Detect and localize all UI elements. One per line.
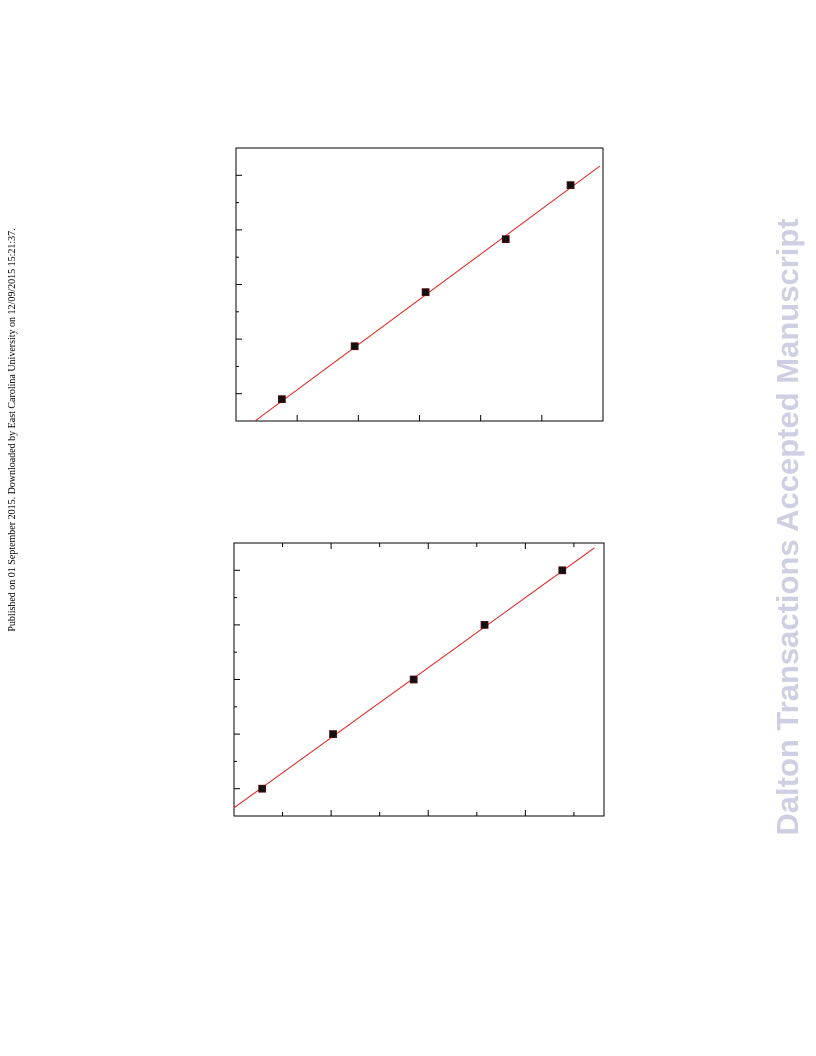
data-point (501, 235, 510, 244)
plot-frame (233, 542, 605, 817)
data-point (480, 621, 489, 629)
data-point (566, 181, 575, 190)
data-point (409, 675, 418, 684)
download-note: Published on 01 September 2015. Download… (7, 228, 18, 631)
data-point (277, 395, 286, 404)
data-point (329, 730, 337, 738)
data-point (258, 784, 267, 793)
plot-frame (235, 147, 604, 422)
watermark: Dalton Transactions Accepted Manuscript (770, 218, 805, 835)
data-point (350, 342, 359, 351)
data-point (558, 566, 567, 575)
data-point (421, 288, 430, 297)
